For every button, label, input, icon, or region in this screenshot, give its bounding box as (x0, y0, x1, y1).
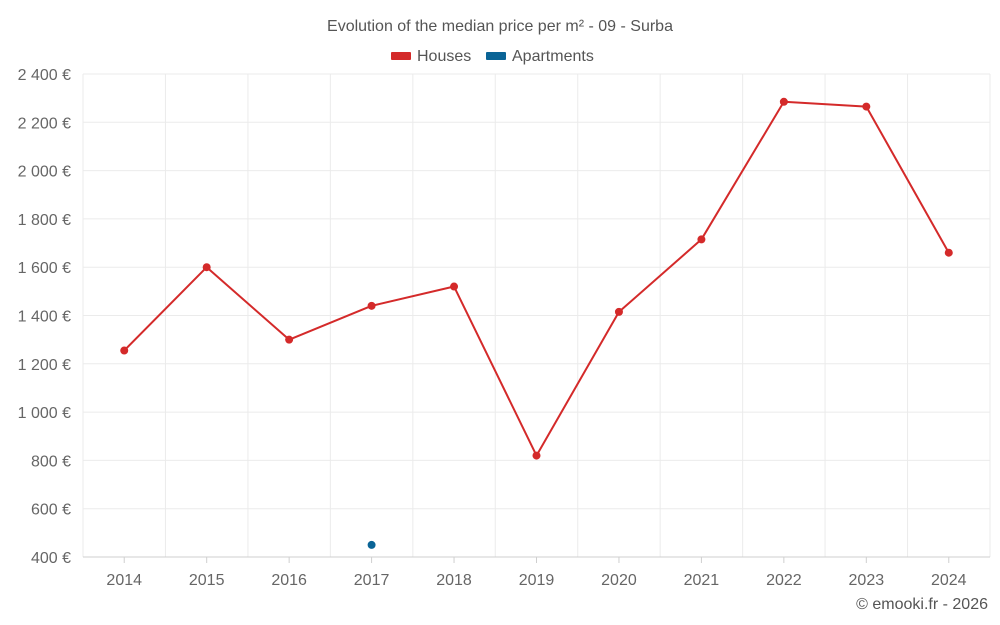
data-point-houses[interactable] (285, 335, 294, 344)
data-point-houses[interactable] (944, 248, 953, 257)
data-point-houses[interactable] (697, 235, 706, 244)
x-tick-label: 2023 (849, 572, 885, 589)
series-layer (120, 97, 953, 549)
x-tick-label: 2017 (354, 572, 390, 589)
y-axis: 400 € 600 € 800 € 1 000 € 1 200 € 1 400 € 1 60… (18, 67, 71, 567)
data-point-apartments[interactable] (367, 540, 376, 549)
data-point-houses[interactable] (202, 263, 211, 272)
x-tick-label: 2014 (106, 572, 142, 589)
y-tick-label: 1 200 € (18, 357, 71, 374)
data-point-houses[interactable] (120, 346, 129, 355)
y-tick-label: 600 € (31, 502, 71, 519)
x-axis: 2014 2015 2016 2017 2018 2019 2020 2021 2022 2023… (83, 556, 990, 589)
y-tick-label: 1 000 € (18, 405, 71, 422)
x-tick-label: 2021 (684, 572, 720, 589)
data-point-houses[interactable] (450, 282, 459, 291)
data-point-houses[interactable] (862, 102, 871, 111)
x-tick-label: 2020 (601, 572, 637, 589)
data-point-houses[interactable] (779, 97, 788, 106)
y-tick-label: 800 € (31, 453, 71, 470)
data-point-houses[interactable] (367, 301, 376, 310)
x-tick-label: 2022 (766, 572, 802, 589)
y-tick-label: 1 600 € (18, 260, 71, 277)
y-tick-label: 2 400 € (18, 67, 71, 84)
y-tick-label: 2 000 € (18, 164, 71, 181)
legend: Houses Apartments (391, 48, 594, 65)
x-tick-label: 2018 (436, 572, 472, 589)
x-tick-label: 2019 (519, 572, 555, 589)
y-tick-label: 400 € (31, 550, 71, 567)
data-point-houses[interactable] (532, 451, 541, 460)
legend-swatch-houses (391, 52, 411, 60)
y-tick-label: 1 400 € (18, 309, 71, 326)
x-tick-label: 2016 (271, 572, 307, 589)
data-point-houses[interactable] (614, 307, 623, 316)
legend-swatch-apartments (486, 52, 506, 60)
x-tick-label: 2024 (931, 572, 967, 589)
grid (82, 73, 991, 558)
y-tick-label: 2 200 € (18, 115, 71, 132)
chart-title: Evolution of the median price per m² - 0… (327, 18, 673, 35)
credit-text: © emooki.fr - 2026 (856, 596, 988, 613)
legend-label-houses[interactable]: Houses (417, 48, 471, 65)
y-tick-label: 1 800 € (18, 212, 71, 229)
x-tick-label: 2015 (189, 572, 225, 589)
legend-label-apartments[interactable]: Apartments (512, 48, 594, 65)
